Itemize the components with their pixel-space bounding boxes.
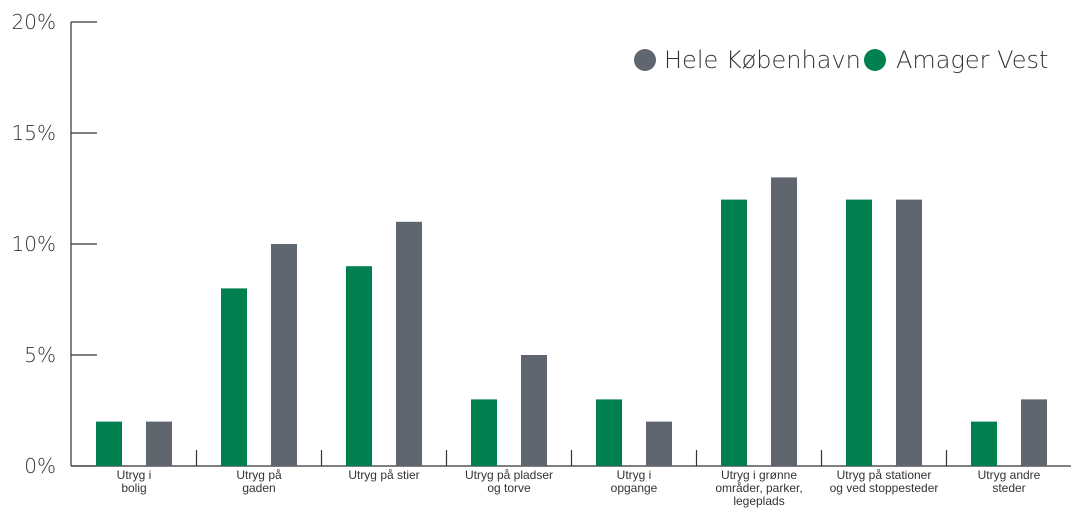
y-tick-label: 15% [12, 121, 56, 145]
x-tick-label: Utryg på stationer og ved stoppesteder [830, 468, 939, 495]
x-tick-label: Utryg i opgange [611, 468, 658, 495]
bar-hele-københavn [146, 421, 172, 466]
bar-hele-københavn [1021, 399, 1047, 466]
x-tick-label: Utryg i bolig [117, 468, 152, 495]
y-axis: 0% 5% 10% 15% 20% [12, 10, 97, 478]
bar-hele-københavn [396, 221, 422, 466]
bar-hele-københavn [271, 244, 297, 466]
x-axis: Utryg i bolig Utryg på gaden Utryg på stier U… [71, 450, 1071, 508]
y-tick-label: 10% [12, 232, 56, 256]
legend-label: Hele København [664, 46, 861, 74]
bar-amager-vest [971, 421, 997, 466]
x-tick-label: Utryg på pladser og torve [465, 468, 553, 495]
bar-hele-københavn [646, 421, 672, 466]
bar-amager-vest [471, 399, 497, 466]
y-tick-label: 5% [24, 343, 56, 367]
legend-marker [864, 49, 886, 71]
y-tick-label: 0% [24, 454, 56, 478]
x-tick-label: Utryg andre steder [978, 468, 1041, 495]
legend: Hele København Amager Vest [634, 46, 1048, 74]
y-tick-label: 20% [12, 10, 56, 34]
legend-label: Amager Vest [896, 46, 1048, 74]
bar-hele-københavn [521, 355, 547, 466]
bar-amager-vest [596, 399, 622, 466]
bar-amager-vest [721, 199, 747, 466]
bar-amager-vest [221, 288, 247, 466]
bar-amager-vest [846, 199, 872, 466]
bar-amager-vest [96, 421, 122, 466]
bar-hele-københavn [896, 199, 922, 466]
bars [96, 177, 1047, 466]
x-tick-label: Utryg på stier [348, 468, 419, 482]
legend-marker [634, 49, 656, 71]
x-tick-label: Utryg i grønne områder, parker, legeplads [715, 468, 802, 508]
bar-hele-københavn [771, 177, 797, 466]
x-tick-label: Utryg på gaden [236, 468, 282, 495]
bar-amager-vest [346, 266, 372, 466]
